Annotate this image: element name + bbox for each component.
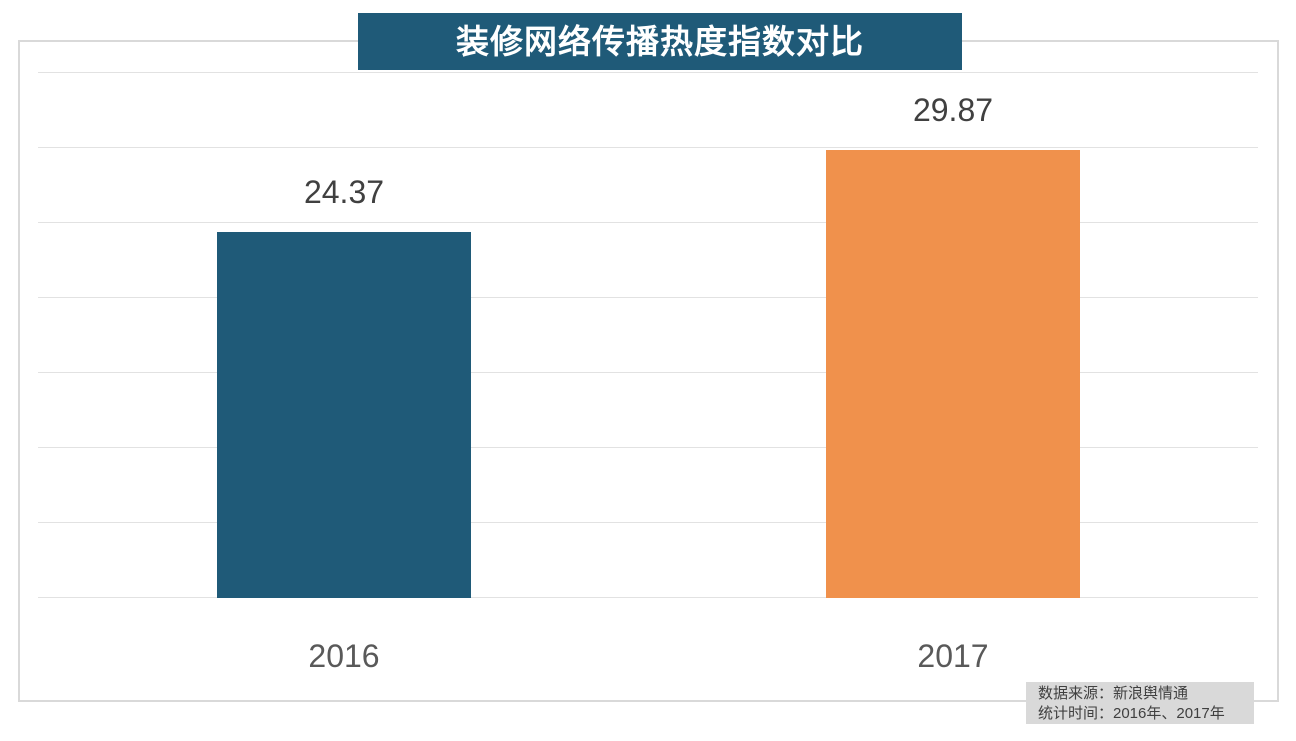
x-axis-label-2016: 2016 bbox=[308, 638, 380, 674]
gridline bbox=[38, 222, 1258, 223]
gridline bbox=[38, 72, 1258, 73]
bar-2016 bbox=[217, 232, 471, 598]
plot-area: 24.37 2016 29.87 2017 bbox=[38, 72, 1258, 674]
gridline bbox=[38, 372, 1258, 373]
bar-group-2017: 29.87 2017 bbox=[826, 73, 1080, 674]
bar-group-2016: 24.37 2016 bbox=[217, 73, 471, 674]
bar-value-label-2017: 29.87 bbox=[912, 92, 994, 128]
x-axis-label-2017: 2017 bbox=[917, 638, 989, 674]
gridline bbox=[38, 147, 1258, 148]
gridline bbox=[38, 522, 1258, 523]
bar-2017 bbox=[826, 150, 1080, 598]
gridline bbox=[38, 597, 1258, 598]
gridline bbox=[38, 297, 1258, 298]
gridline bbox=[38, 447, 1258, 448]
source-note-line-1: 数据来源：新浪舆情通 bbox=[1038, 685, 1189, 702]
source-note-line-2: 统计时间：2016年、2017年 bbox=[1038, 705, 1225, 722]
bar-value-label-2016: 24.37 bbox=[303, 174, 385, 210]
chart-title: 装修网络传播热度指数对比 bbox=[358, 13, 962, 70]
source-note: 数据来源：新浪舆情通 统计时间：2016年、2017年 bbox=[1026, 682, 1254, 724]
